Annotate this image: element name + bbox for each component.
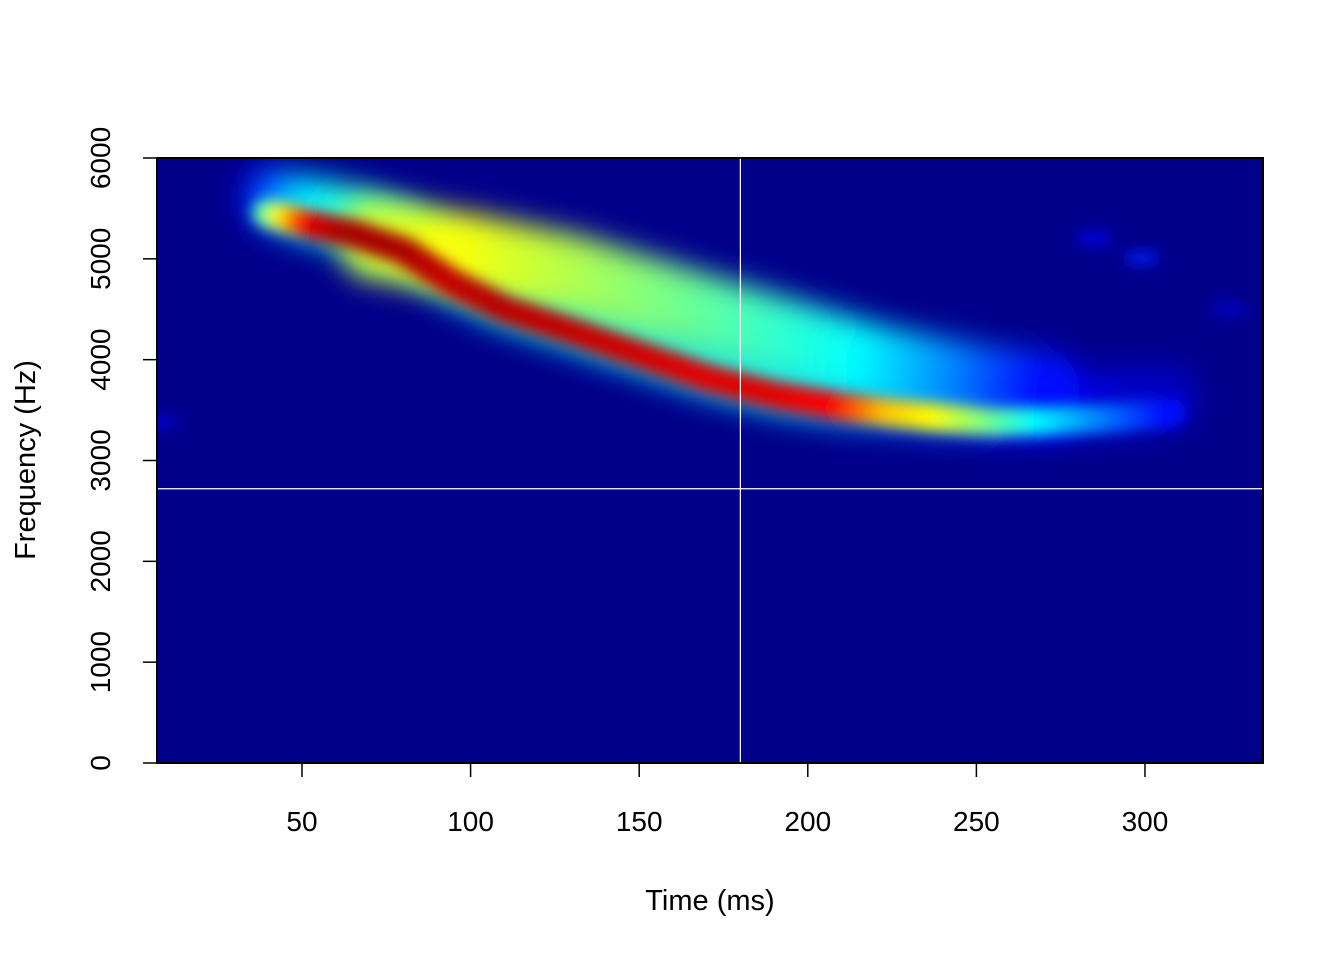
faint-blob xyxy=(1123,251,1160,264)
x-tick-label: 150 xyxy=(616,806,663,837)
y-tick-label: 3000 xyxy=(85,429,116,491)
x-tick-label: 300 xyxy=(1122,806,1169,837)
faint-blob xyxy=(157,416,179,429)
y-tick-label: 4000 xyxy=(85,329,116,391)
x-tick-label: 100 xyxy=(447,806,494,837)
faint-blob xyxy=(1211,303,1248,316)
dominant-trace-cell xyxy=(1154,398,1187,427)
y-tick-label: 6000 xyxy=(85,127,116,189)
y-axis: 0 1000 2000 3000 4000 5000 6000 xyxy=(85,127,158,771)
dominant-trace-group xyxy=(252,199,1187,437)
y-tick-label: 2000 xyxy=(85,530,116,592)
y-tick-label: 5000 xyxy=(85,228,116,290)
faint-blobs xyxy=(157,232,1248,429)
y-axis-label: Frequency (Hz) xyxy=(10,360,42,560)
x-tick-label: 200 xyxy=(784,806,831,837)
y-tick-label: 0 xyxy=(85,755,116,771)
x-axis-label: Time (ms) xyxy=(645,885,774,917)
y-tick-label: 1000 xyxy=(85,631,116,693)
x-tick-label: 250 xyxy=(953,806,1000,837)
heatmap-layer xyxy=(157,166,1248,440)
x-axis: 50 100 150 200 250 300 xyxy=(286,762,1169,837)
plot-background xyxy=(157,158,1263,763)
faint-blob xyxy=(1076,232,1113,245)
crosshair xyxy=(157,158,1263,763)
x-tick-label: 50 xyxy=(286,806,317,837)
